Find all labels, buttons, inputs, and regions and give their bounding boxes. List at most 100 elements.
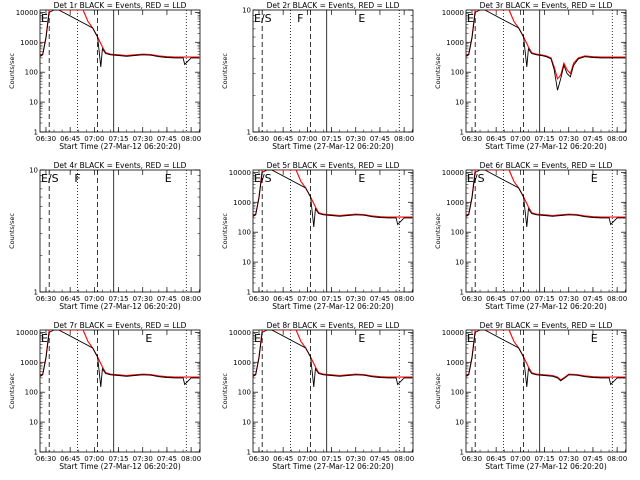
chart-panel-4: Det 4r BLACK = Events, RED = LLD 10 106:30…: [8, 161, 201, 311]
y-tick-label: 1000: [233, 359, 251, 367]
y-tick-label: 100: [238, 389, 251, 397]
x-tick-label: 07:30: [346, 295, 366, 303]
x-tick-label: 07:15: [321, 295, 341, 303]
x-tick-label: 06:45: [273, 135, 293, 143]
x-tick-label: 06:30: [249, 455, 269, 463]
x-tick-label: 06:30: [462, 135, 482, 143]
x-tick-label: 07:30: [346, 135, 366, 143]
x-tick-label: 07:45: [583, 135, 603, 143]
event-marker-label: E: [467, 12, 474, 25]
x-tick-label: 06:30: [462, 455, 482, 463]
y-tick-label: 100: [451, 389, 464, 397]
x-tick-label: 07:15: [321, 135, 341, 143]
x-tick-label: 07:30: [559, 295, 579, 303]
event-marker-label: E/S: [41, 172, 59, 185]
y-tick-label: 1000: [446, 39, 464, 47]
x-tick-label: 06:45: [60, 135, 80, 143]
chart-panel-7: Det 7r BLACK = Events, RED = LLD10000100…: [8, 321, 201, 471]
y-tick-label: 1: [247, 129, 251, 137]
plot-frame: [39, 9, 201, 133]
y-tick-label: 100: [451, 229, 464, 237]
chart-panel-1: Det 1r BLACK = Events, RED = LLD10000100…: [8, 1, 201, 151]
x-tick-label: 07:00: [510, 295, 530, 303]
x-axis-label: Start Time (27-Mar-12 06:20:20): [59, 302, 181, 311]
x-axis-label: Start Time (27-Mar-12 06:20:20): [272, 142, 394, 151]
y-tick-label: 10000: [442, 169, 464, 177]
event-marker-label: E: [591, 172, 598, 185]
x-axis-label: Start Time (27-Mar-12 06:20:20): [272, 302, 394, 311]
series-line-events: [40, 10, 200, 67]
x-tick-label: 06:30: [249, 135, 269, 143]
event-marker-label: E/S: [254, 12, 272, 25]
x-tick-label: 06:30: [36, 295, 56, 303]
y-axis-label: Counts/sec: [221, 213, 229, 249]
x-tick-label: 07:45: [583, 295, 603, 303]
x-tick-label: 07:00: [297, 135, 317, 143]
y-tick-label: 10000: [442, 9, 464, 17]
x-tick-label: 07:00: [84, 295, 104, 303]
x-axis-label: Start Time (27-Mar-12 06:20:20): [485, 142, 607, 151]
series-group: [466, 170, 626, 227]
x-tick-label: 07:00: [84, 135, 104, 143]
series-line-lld: [466, 10, 626, 80]
x-tick-label: 08:00: [394, 455, 414, 463]
event-marker-label: E: [467, 332, 474, 345]
x-tick-label: 08:00: [181, 295, 201, 303]
series-group: [253, 330, 413, 387]
x-tick-label: 08:00: [181, 455, 201, 463]
x-tick-label: 08:00: [394, 295, 414, 303]
chart-panel-6: Det 6r BLACK = Events, RED = LLD 10000 100…: [434, 161, 627, 311]
x-tick-label: 07:45: [157, 135, 177, 143]
x-tick-label: 07:00: [297, 295, 317, 303]
chart-panel-5: Det 5r BLACK = Events, RED = LLD10000100…: [221, 161, 414, 311]
x-tick-label: 06:45: [273, 295, 293, 303]
event-marker-label: E: [591, 332, 598, 345]
y-tick-label: 1: [34, 289, 38, 297]
x-tick-label: 06:45: [60, 455, 80, 463]
series-line-lld: [40, 10, 200, 58]
x-tick-label: 07:00: [297, 455, 317, 463]
y-tick-label: 1: [34, 129, 38, 137]
x-tick-label: 07:30: [346, 455, 366, 463]
y-axis-label: Counts/sec: [434, 53, 442, 89]
y-tick-label: 1: [247, 449, 251, 457]
x-tick-label: 07:15: [108, 455, 128, 463]
x-tick-label: 08:00: [394, 135, 414, 143]
series-line-events: [466, 10, 626, 91]
y-tick-label: 10: [242, 259, 251, 267]
y-axis-label: Counts/sec: [8, 373, 16, 409]
y-axis-label: Counts/sec: [221, 373, 229, 409]
y-axis-label: Counts/sec: [221, 53, 229, 89]
x-tick-label: 07:45: [370, 455, 390, 463]
x-tick-label: 08:00: [607, 295, 627, 303]
y-tick-label: 1000: [233, 199, 251, 207]
event-marker-label: E: [41, 332, 48, 345]
y-tick-label: 1000: [446, 359, 464, 367]
x-tick-label: 07:00: [84, 455, 104, 463]
y-tick-label: 1000: [20, 39, 38, 47]
x-tick-label: 07:30: [133, 455, 153, 463]
y-tick-label: 10: [29, 419, 38, 427]
y-tick-label: 10000: [442, 329, 464, 337]
y-tick-label: 10: [29, 99, 38, 107]
plot-frame: [39, 169, 201, 293]
series-line-events: [466, 330, 626, 387]
x-tick-label: 07:15: [534, 295, 554, 303]
chart-title: Det 6r BLACK = Events, RED = LLD: [480, 161, 613, 170]
plot-frame: [252, 169, 414, 293]
y-tick-label: 10: [455, 99, 464, 107]
x-tick-label: 07:15: [534, 135, 554, 143]
x-tick-label: 06:30: [462, 295, 482, 303]
chart-title: Det 5r BLACK = Events, RED = LLD: [267, 161, 400, 170]
series-line-events: [40, 330, 200, 387]
series-group: [40, 330, 200, 387]
x-tick-label: 08:00: [607, 455, 627, 463]
y-tick-label: 10: [242, 7, 251, 15]
y-tick-label: 10000: [16, 9, 38, 17]
series-line-lld: [253, 330, 413, 378]
plot-frame: [252, 9, 414, 133]
chart-title: Det 4r BLACK = Events, RED = LLD: [54, 161, 187, 170]
y-tick-label: 100: [25, 389, 38, 397]
plot-frame: [465, 9, 627, 133]
